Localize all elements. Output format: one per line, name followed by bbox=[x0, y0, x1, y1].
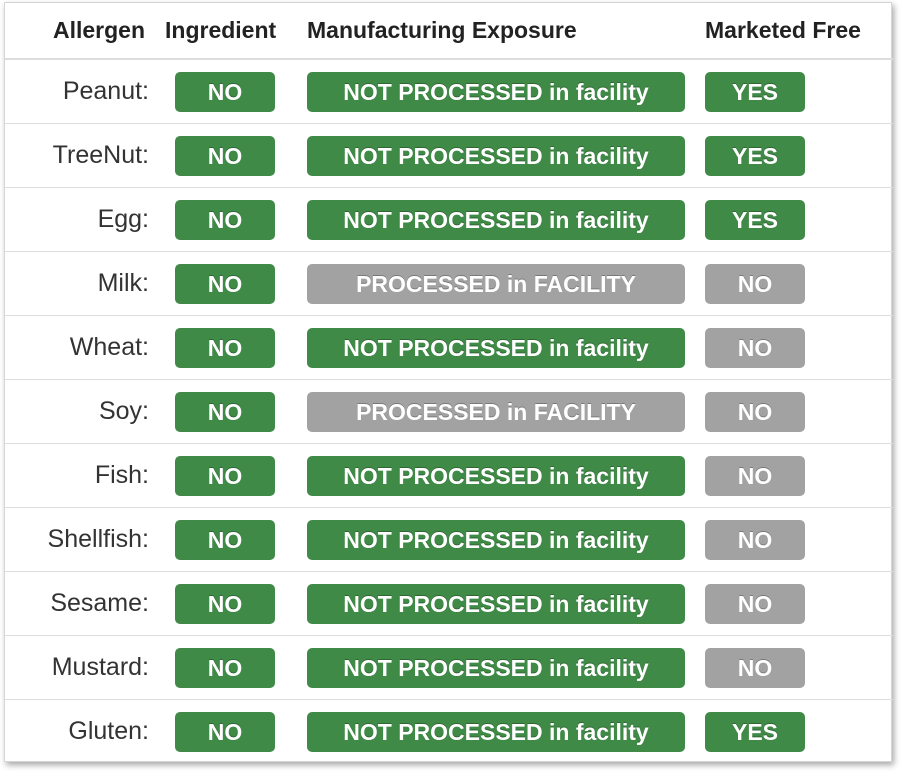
table-row: Egg: NO NOT PROCESSED in facility YES bbox=[5, 187, 893, 252]
ingredient-status-badge: NO bbox=[175, 711, 275, 752]
marketed-free-status-cell: NO bbox=[695, 443, 893, 508]
exposure-status-cell: NOT PROCESSED in facility bbox=[295, 315, 695, 380]
marketed-free-status-cell: NO bbox=[695, 251, 893, 316]
marketed-free-status-badge: NO bbox=[705, 519, 805, 560]
allergen-name: Sesame: bbox=[5, 571, 165, 636]
marketed-free-status-cell: NO bbox=[695, 635, 893, 700]
marketed-free-status-cell: NO bbox=[695, 571, 893, 636]
exposure-status-badge: NOT PROCESSED in facility bbox=[307, 199, 685, 240]
exposure-status-badge: NOT PROCESSED in facility bbox=[307, 327, 685, 368]
allergen-name: Mustard: bbox=[5, 635, 165, 700]
exposure-status-badge: PROCESSED in FACILITY bbox=[307, 391, 685, 432]
ingredient-status-cell: NO bbox=[165, 187, 295, 252]
ingredient-status-badge: NO bbox=[175, 391, 275, 432]
marketed-free-status-cell: YES bbox=[695, 123, 893, 188]
exposure-status-cell: PROCESSED in FACILITY bbox=[295, 251, 695, 316]
exposure-status-cell: NOT PROCESSED in facility bbox=[295, 635, 695, 700]
ingredient-status-badge: NO bbox=[175, 455, 275, 496]
header-ingredient: Ingredient bbox=[165, 3, 295, 60]
exposure-status-badge: NOT PROCESSED in facility bbox=[307, 71, 685, 112]
marketed-free-status-cell: YES bbox=[695, 59, 893, 124]
ingredient-status-cell: NO bbox=[165, 315, 295, 380]
marketed-free-status-badge: YES bbox=[705, 711, 805, 752]
marketed-free-status-badge: NO bbox=[705, 455, 805, 496]
exposure-status-cell: NOT PROCESSED in facility bbox=[295, 443, 695, 508]
marketed-free-status-badge: YES bbox=[705, 71, 805, 112]
table-row: Mustard: NO NOT PROCESSED in facility NO bbox=[5, 635, 893, 700]
table-row: Sesame: NO NOT PROCESSED in facility NO bbox=[5, 571, 893, 636]
marketed-free-status-cell: YES bbox=[695, 699, 893, 763]
allergen-name: TreeNut: bbox=[5, 123, 165, 188]
ingredient-status-badge: NO bbox=[175, 327, 275, 368]
allergen-name: Shellfish: bbox=[5, 507, 165, 572]
exposure-status-badge: NOT PROCESSED in facility bbox=[307, 583, 685, 624]
allergen-name: Wheat: bbox=[5, 315, 165, 380]
ingredient-status-badge: NO bbox=[175, 135, 275, 176]
table-row: TreeNut: NO NOT PROCESSED in facility YES bbox=[5, 123, 893, 188]
exposure-status-cell: NOT PROCESSED in facility bbox=[295, 59, 695, 124]
allergen-name: Fish: bbox=[5, 443, 165, 508]
table-row: Soy: NO PROCESSED in FACILITY NO bbox=[5, 379, 893, 444]
allergen-name: Peanut: bbox=[62, 77, 149, 105]
allergen-name: Egg: bbox=[5, 187, 165, 252]
allergen-name: Gluten: bbox=[5, 699, 165, 763]
table-row: Gluten: NO NOT PROCESSED in facility YES bbox=[5, 699, 893, 763]
exposure-status-cell: NOT PROCESSED in facility bbox=[295, 699, 695, 763]
exposure-status-cell: NOT PROCESSED in facility bbox=[295, 507, 695, 572]
table-row: Fish: NO NOT PROCESSED in facility NO bbox=[5, 443, 893, 508]
marketed-free-status-cell: NO bbox=[695, 507, 893, 572]
marketed-free-status-cell: NO bbox=[695, 315, 893, 380]
marketed-free-status-badge: NO bbox=[705, 647, 805, 688]
allergen-table: Allergen Ingredient Manufacturing Exposu… bbox=[5, 3, 893, 763]
exposure-status-cell: NOT PROCESSED in facility bbox=[295, 123, 695, 188]
marketed-free-status-badge: NO bbox=[705, 583, 805, 624]
ingredient-status-cell: NO bbox=[165, 699, 295, 763]
exposure-status-badge: NOT PROCESSED in facility bbox=[307, 135, 685, 176]
ingredient-status-badge: NO bbox=[175, 519, 275, 560]
ingredient-status-cell: NO bbox=[165, 571, 295, 636]
exposure-status-badge: NOT PROCESSED in facility bbox=[307, 455, 685, 496]
table-row: Peanut: NO NOT PROCESSED in facility YES bbox=[5, 59, 893, 124]
marketed-free-status-badge: YES bbox=[705, 199, 805, 240]
table-row: Shellfish: NO NOT PROCESSED in facility NO bbox=[5, 507, 893, 572]
marketed-free-status-cell: NO bbox=[695, 379, 893, 444]
ingredient-status-badge: NO bbox=[175, 199, 275, 240]
ingredient-status-cell: NO bbox=[165, 123, 295, 188]
ingredient-status-cell: NO bbox=[165, 379, 295, 444]
table-row: Wheat: NO NOT PROCESSED in facility NO bbox=[5, 315, 893, 380]
ingredient-status-cell: NO bbox=[165, 251, 295, 316]
header-manufacturing-exposure: Manufacturing Exposure bbox=[295, 3, 695, 60]
marketed-free-status-badge: NO bbox=[705, 327, 805, 368]
exposure-status-cell: NOT PROCESSED in facility bbox=[295, 187, 695, 252]
allergen-panel: Allergen Ingredient Manufacturing Exposu… bbox=[4, 2, 893, 763]
table-header-row: Allergen Ingredient Manufacturing Exposu… bbox=[5, 3, 893, 60]
exposure-status-badge: NOT PROCESSED in facility bbox=[307, 711, 685, 752]
exposure-status-badge: PROCESSED in FACILITY bbox=[307, 263, 685, 304]
ingredient-status-badge: NO bbox=[175, 71, 275, 112]
marketed-free-status-cell: YES bbox=[695, 187, 893, 252]
marketed-free-status-badge: YES bbox=[705, 135, 805, 176]
ingredient-status-badge: NO bbox=[175, 263, 275, 304]
ingredient-status-cell: NO bbox=[165, 507, 295, 572]
exposure-status-badge: NOT PROCESSED in facility bbox=[307, 519, 685, 560]
marketed-free-status-badge: NO bbox=[705, 391, 805, 432]
ingredient-status-badge: NO bbox=[175, 647, 275, 688]
marketed-free-status-badge: NO bbox=[705, 263, 805, 304]
ingredient-status-cell: NO bbox=[165, 635, 295, 700]
header-marketed-free: Marketed Free bbox=[695, 3, 893, 60]
table-row: Milk: NO PROCESSED in FACILITY NO bbox=[5, 251, 893, 316]
ingredient-status-cell: NO bbox=[165, 443, 295, 508]
header-allergen: Allergen bbox=[5, 3, 165, 60]
ingredient-status-badge: NO bbox=[175, 583, 275, 624]
ingredient-status-cell: NO bbox=[165, 59, 295, 124]
allergen-name: Milk: bbox=[5, 251, 165, 316]
exposure-status-cell: NOT PROCESSED in facility bbox=[295, 571, 695, 636]
allergen-name: Soy: bbox=[5, 379, 165, 444]
exposure-status-cell: PROCESSED in FACILITY bbox=[295, 379, 695, 444]
exposure-status-badge: NOT PROCESSED in facility bbox=[307, 647, 685, 688]
